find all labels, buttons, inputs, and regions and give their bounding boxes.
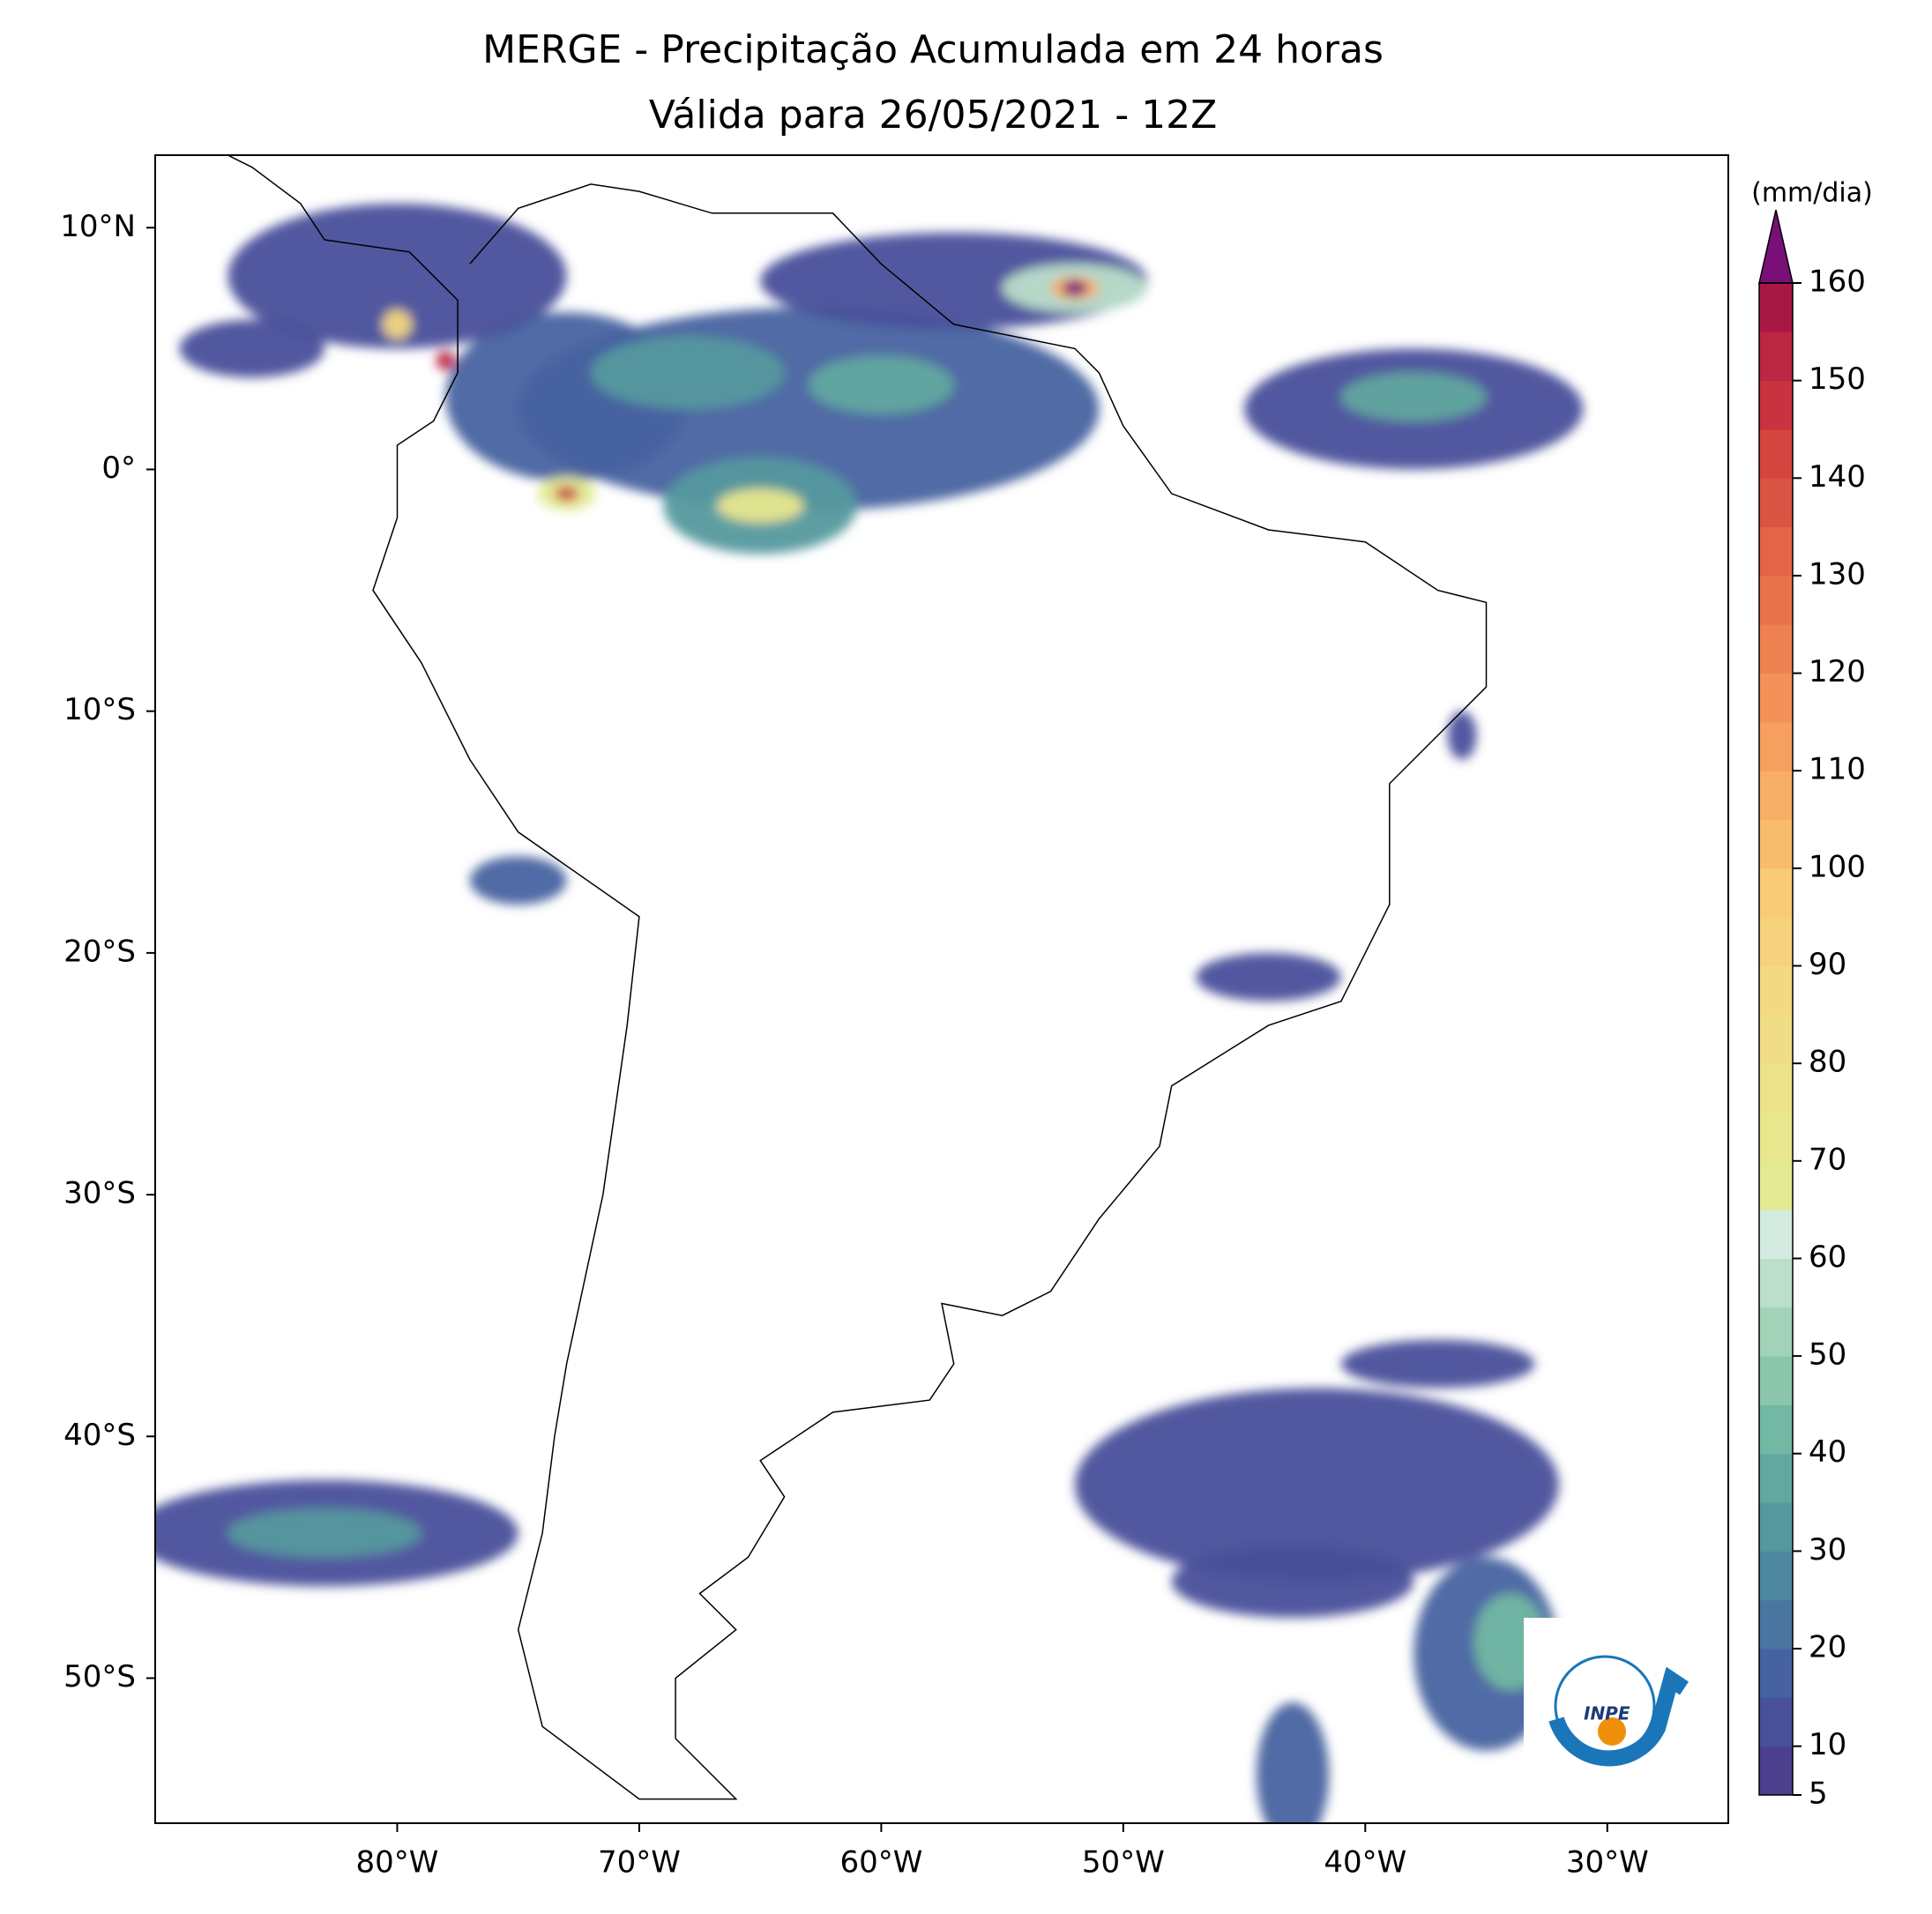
colorbar-band (1759, 575, 1793, 625)
title: MERGE - Precipitação Acumulada em 24 hor… (482, 27, 1384, 72)
y-tick-label: 10°N (60, 209, 136, 244)
colorbar-band (1759, 917, 1793, 967)
colorbar-band (1759, 526, 1793, 577)
precipitation (155, 203, 1584, 1823)
rain-area (1074, 1388, 1559, 1582)
rain-area (1340, 1339, 1535, 1389)
rain-area (1196, 952, 1341, 1002)
colorbar-frame (1758, 282, 1794, 1796)
rain-area (228, 1508, 421, 1558)
colorbar-tick-label: 90 (1809, 947, 1846, 982)
colorbar-tick-label: 130 (1809, 556, 1866, 592)
colorbar-tick-label: 5 (1809, 1776, 1828, 1812)
rain-area (1171, 1545, 1414, 1618)
colorbar-band (1759, 1210, 1793, 1259)
rain-peak (1062, 279, 1087, 296)
rain-area (436, 351, 456, 371)
rain-area (228, 203, 567, 349)
colorbar-band (1759, 819, 1793, 869)
colorbar-band (1759, 1404, 1793, 1455)
colorbar-band (1759, 1502, 1793, 1552)
rain-area (1340, 372, 1487, 421)
colorbar-tick-label: 60 (1809, 1240, 1846, 1275)
colorbar-band (1759, 1649, 1793, 1698)
colorbar-tick-label: 140 (1809, 459, 1866, 495)
colorbar-band (1759, 331, 1793, 382)
x-tick-label: 70°W (598, 1845, 681, 1880)
colorbar-band (1759, 283, 1793, 332)
colorbar-band (1759, 868, 1793, 918)
x-tick-label: 80°W (356, 1845, 439, 1880)
colorbar-tick-label: 160 (1809, 264, 1866, 300)
colorbar-tick-label: 110 (1809, 752, 1866, 787)
map (155, 155, 1584, 1823)
colorbar-band (1759, 771, 1793, 821)
rain-area (382, 309, 412, 339)
colorbar-label: (mm/dia) (1751, 178, 1873, 209)
y-tick-label: 50°S (63, 1659, 136, 1694)
colorbar-tick-label: 150 (1809, 361, 1866, 397)
colorbar-tick-label: 80 (1809, 1045, 1846, 1080)
colorbar-band (1759, 1356, 1793, 1405)
colorbar-tick-label: 10 (1809, 1727, 1846, 1762)
colorbar-band (1759, 1746, 1793, 1796)
x-tick-label: 30°W (1566, 1845, 1649, 1880)
colorbar-tick-label: 70 (1809, 1142, 1846, 1177)
colorbar-band (1759, 1599, 1793, 1650)
y-tick-label: 0° (101, 451, 136, 486)
colorbar-band (1759, 478, 1793, 528)
rain-area (1256, 1702, 1330, 1823)
colorbar-tick-label: 50 (1809, 1337, 1846, 1373)
coastline (226, 155, 1488, 1800)
colorbar-band (1759, 1160, 1793, 1210)
colorbar-band (1759, 965, 1793, 1016)
colorbar-tick-label: 20 (1809, 1630, 1846, 1665)
rain-area (716, 488, 804, 523)
rain-area (554, 486, 579, 502)
colorbar-band (1759, 624, 1793, 674)
logo: INPE (1524, 1618, 1700, 1785)
x-tick-label: 50°W (1082, 1845, 1165, 1880)
y-tick-label: 30°S (63, 1176, 136, 1211)
colorbar-band (1759, 428, 1793, 479)
colorbar-band (1759, 1063, 1793, 1113)
colorbar-tick-label: 30 (1809, 1532, 1846, 1568)
x-tick-label: 60°W (839, 1845, 922, 1880)
colorbar-band (1759, 1258, 1793, 1308)
rain-area (469, 856, 567, 905)
subtitle: Válida para 26/05/2021 - 12Z (649, 93, 1218, 138)
colorbar-band (1759, 721, 1793, 771)
rain-area (809, 355, 954, 414)
rain-area (1447, 711, 1477, 760)
colorbar-band (1759, 1112, 1793, 1162)
colorbar-band (1759, 1453, 1793, 1503)
logo-text: INPE (1584, 1703, 1630, 1724)
colorbar-band (1759, 1307, 1793, 1357)
colorbar-band (1759, 1697, 1793, 1747)
y-tick-label: 10°S (63, 692, 136, 727)
x-tick-label: 40°W (1324, 1845, 1406, 1880)
colorbar-tick-label: 100 (1809, 849, 1866, 884)
colorbar-tick-label: 120 (1809, 654, 1866, 689)
rain-area (179, 319, 325, 378)
colorbar-band (1759, 380, 1793, 430)
colorbar-band (1759, 1014, 1793, 1064)
colorbar: 5 10 20 30 40 50 60 70 80 90 100 110 120 130 140 150 160 (1758, 209, 1866, 1812)
rain-area (591, 336, 785, 409)
colorbar-band (1759, 673, 1793, 723)
y-tick-label: 40°S (63, 1418, 136, 1453)
y-tick-label: 20°S (63, 934, 136, 969)
map-frame (154, 154, 1729, 1824)
colorbar-band (1759, 1551, 1793, 1601)
colorbar-tick-label: 40 (1809, 1434, 1846, 1470)
